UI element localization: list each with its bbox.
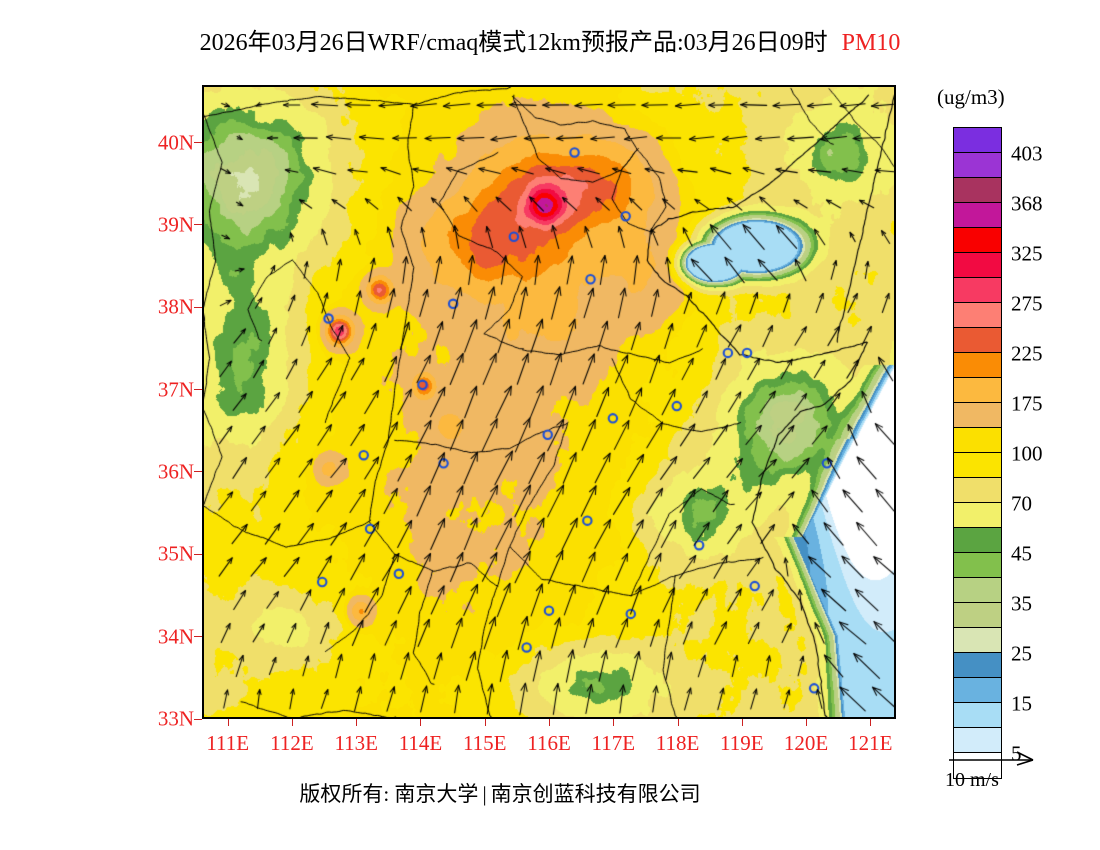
colorbar-tick-label: 225 (1011, 341, 1043, 365)
longitude-tickmark (356, 719, 358, 726)
colorbar-cell (954, 678, 1001, 703)
colorbar-cell (954, 478, 1001, 503)
title-species-label: PM10 (841, 30, 901, 56)
colorbar-tick-label: 325 (1011, 241, 1043, 265)
longitude-tickmark (291, 719, 293, 726)
longitude-tick-label: 120E (783, 731, 829, 755)
colorbar-tick-label: 100 (1011, 441, 1043, 465)
colorbar-cell (954, 428, 1001, 453)
longitude-tick-label: 113E (334, 731, 378, 755)
colorbar-tick-label: 403 (1011, 141, 1043, 165)
longitude-tick-label: 121E (848, 731, 893, 755)
colorbar-cell (954, 253, 1001, 278)
longitude-tickmark (741, 719, 743, 726)
colorbar-tick-label: 25 (1011, 641, 1032, 665)
page-title: 2026年03月26日WRF/cmaq模式12km预报产品:03月26日09时 P… (0, 22, 1100, 57)
colorbar-unit-label: (ug/m3) (937, 85, 1005, 109)
latitude-tickmark (194, 224, 202, 226)
longitude-tickmark (806, 719, 808, 726)
colorbar-cell (954, 228, 1001, 253)
longitude-tick-label: 119E (719, 731, 764, 755)
latitude-tickmark (194, 389, 202, 391)
colorbar-cell (954, 603, 1001, 628)
latitude-axis: 40N 39N 38N 37N 36N 35N 34N 33N (132, 0, 194, 850)
colorbar-tick-label: 368 (1011, 191, 1043, 215)
longitude-tick-label: 117E (591, 731, 636, 755)
colorbar-tick-label: 70 (1011, 491, 1032, 515)
wind-scale-label: 10 m/s (945, 769, 999, 791)
colorbar-tick-label: 275 (1011, 291, 1043, 315)
longitude-tickmark (227, 719, 229, 726)
colorbar-cell (954, 753, 1001, 778)
colorbar-cell (954, 328, 1001, 353)
latitude-tick-label: 38N (157, 294, 194, 319)
latitude-tick-label: 35N (157, 541, 194, 566)
wind-arrow-icon (949, 751, 1034, 766)
longitude-axis: 111E 112E 113E 114E 115E 116E 117E 118E 119E 120E… (0, 731, 1100, 761)
colorbar-cell (954, 503, 1001, 528)
longitude-tick-label: 111E (206, 731, 250, 755)
footer-company: 南京创蓝科技有限公司 (490, 782, 701, 806)
wind-scale-legend: 10 m/s (945, 748, 1095, 792)
latitude-tickmark (194, 636, 202, 638)
colorbar-cell (954, 453, 1001, 478)
colorbar-tick-label: 5 (1011, 741, 1022, 765)
latitude-tickmark (194, 718, 202, 720)
latitude-tick-label: 36N (157, 459, 194, 484)
colorbar-cell (954, 553, 1001, 578)
longitude-tick-label: 112E (270, 731, 314, 755)
latitude-tickmark (194, 553, 202, 555)
longitude-tick-label: 115E (462, 731, 507, 755)
longitude-tickmark (677, 719, 679, 726)
longitude-tick-label: 116E (527, 731, 571, 755)
latitude-tickmark (194, 306, 202, 308)
latitude-tick-label: 40N (157, 130, 194, 155)
colorbar-cell (954, 378, 1001, 403)
colorbar-cell (954, 653, 1001, 678)
colorbar-cell (954, 528, 1001, 553)
colorbar-cell (954, 128, 1001, 153)
colorbar-cell (954, 353, 1001, 378)
longitude-tickmark (420, 719, 422, 726)
colorbar-swatches (953, 127, 1002, 779)
longitude-tick-label: 114E (398, 731, 443, 755)
longitude-tickmark (870, 719, 872, 726)
longitude-tickmark (613, 719, 615, 726)
colorbar-tick-label: 15 (1011, 691, 1032, 715)
colorbar-cell (954, 203, 1001, 228)
colorbar-tick-label: 35 (1011, 591, 1032, 615)
title-main-text: 2026年03月26日WRF/cmaq模式12km预报产品:03月26日09时 (199, 30, 828, 56)
footer-copyright: 版权所有: 南京大学 | 南京创蓝科技有限公司 (0, 778, 1000, 808)
latitude-tick-label: 33N (157, 706, 194, 731)
colorbar-cell (954, 153, 1001, 178)
latitude-tickmark (194, 471, 202, 473)
pm10-concentration-map[interactable] (204, 87, 894, 717)
latitude-tick-label: 39N (157, 212, 194, 237)
colorbar-cell (954, 728, 1001, 753)
colorbar-cell (954, 703, 1001, 728)
colorbar-tick-label: 45 (1011, 541, 1032, 565)
latitude-tickmark (194, 142, 202, 144)
colorbar-cell (954, 303, 1001, 328)
latitude-tick-label: 34N (157, 624, 194, 649)
latitude-tick-label: 37N (157, 377, 194, 402)
footer-owner: 版权所有: 南京大学 (299, 782, 479, 806)
colorbar-cell (954, 628, 1001, 653)
colorbar-cell (954, 578, 1001, 603)
map-plot-area[interactable] (202, 85, 896, 719)
footer-separator: | (482, 782, 487, 806)
colorbar-cell (954, 403, 1001, 428)
longitude-tickmark (549, 719, 550, 726)
longitude-tickmark (484, 719, 486, 726)
colorbar-tick-label: 175 (1011, 391, 1043, 415)
colorbar-cell (954, 178, 1001, 203)
longitude-tick-label: 118E (655, 731, 700, 755)
colorbar-cell (954, 278, 1001, 303)
